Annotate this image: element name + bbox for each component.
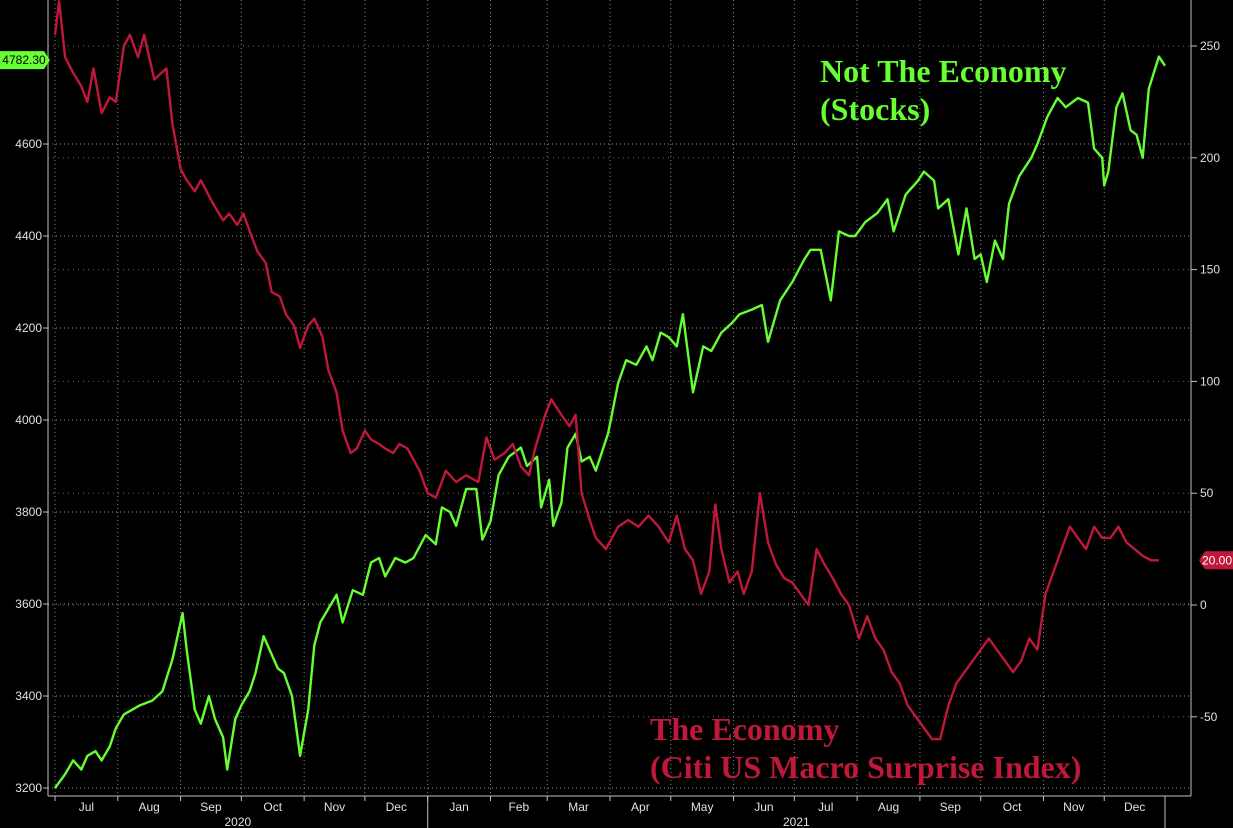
left-axis: 3200 3400 3600 3800 4000 4200 4400 4600 [15, 137, 48, 795]
stocks-value-text: 4782.30 [2, 53, 46, 67]
left-tick-label: 4200 [15, 321, 42, 335]
right-tick-label: 200 [1200, 151, 1220, 165]
left-tick-label: 4000 [15, 413, 42, 427]
annotation-label: (Stocks) [820, 91, 930, 127]
left-tick-label: 3400 [15, 689, 42, 703]
x-month-label: Sep [940, 800, 962, 814]
grid [48, 0, 1191, 796]
x-month-label: Jun [754, 800, 773, 814]
x-month-label: Sep [200, 800, 222, 814]
series-line-stocks [54, 55, 1167, 789]
x-year-label: 2020 [224, 815, 251, 828]
right-tick-label: 250 [1200, 39, 1220, 53]
x-month-label: Aug [878, 800, 899, 814]
left-tick-label: 3600 [15, 597, 42, 611]
economy-value-text: 20.00 [1202, 553, 1232, 567]
value-badges: 4782.30 20.00 [0, 51, 1233, 570]
x-month-label: Oct [1003, 800, 1022, 814]
x-month-label: Nov [1063, 800, 1084, 814]
right-tick-label: 50 [1200, 486, 1214, 500]
x-month-label: Jul [818, 800, 833, 814]
left-tick-label: 4600 [15, 137, 42, 151]
x-month-label: Mar [568, 800, 589, 814]
right-tick-label: 0 [1200, 598, 1207, 612]
annotation-label: (Citi US Macro Surprise Index) [650, 749, 1081, 785]
x-month-label: Aug [139, 800, 160, 814]
x-month-label: Feb [509, 800, 530, 814]
left-tick-label: 3800 [15, 505, 42, 519]
right-tick-label: 100 [1200, 374, 1220, 388]
right-tick-label: -50 [1200, 710, 1218, 724]
x-month-label: Dec [386, 800, 407, 814]
annotations: Not The Economy(Stocks) The Economy(Citi … [650, 53, 1081, 785]
x-month-label: Jul [79, 800, 94, 814]
left-tick-label: 4400 [15, 229, 42, 243]
x-year-label: 2021 [783, 815, 810, 828]
series-line-economy [53, 0, 1159, 741]
x-month-label: May [691, 800, 714, 814]
series-layer [53, 0, 1167, 789]
x-month-label: Jan [449, 800, 468, 814]
x-month-label: Dec [1124, 800, 1145, 814]
right-tick-label: 150 [1200, 263, 1220, 277]
x-month-label: Nov [324, 800, 345, 814]
x-month-label: Apr [631, 800, 650, 814]
annotation-label: The Economy [650, 711, 839, 747]
stocks-value-badge [0, 51, 50, 70]
plot-frame [47, 0, 1192, 797]
x-axis: Jul Aug Sep Oct Nov Dec Jan Feb Mar Apr May Jun Jul A… [54, 796, 1166, 828]
x-month-label: Oct [263, 800, 282, 814]
right-axis: 250 200 150 100 50 0 -50 [1191, 39, 1220, 724]
left-tick-label: 3200 [15, 781, 42, 795]
annotation-label: Not The Economy [820, 53, 1067, 89]
economy-value-badge [1199, 551, 1233, 570]
